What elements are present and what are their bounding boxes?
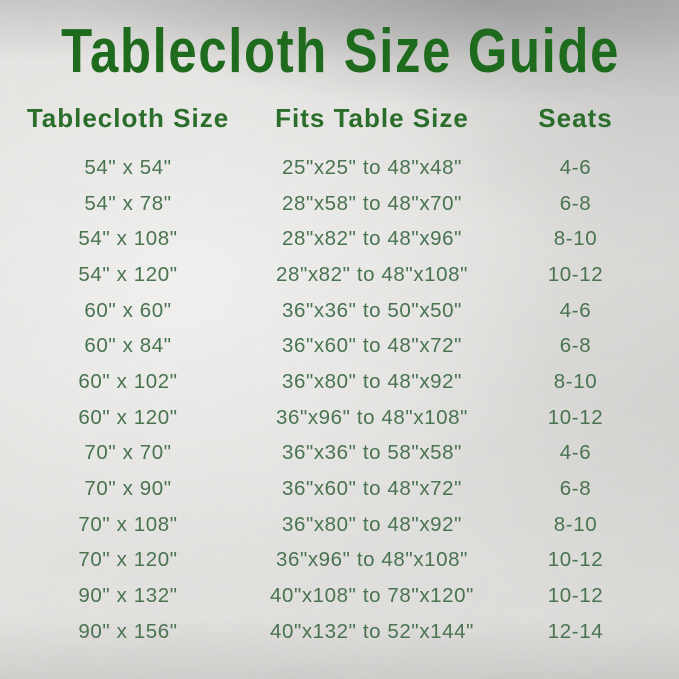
tablecloth-size-cell: 60" x 102" bbox=[78, 369, 178, 393]
size-table: Tablecloth Size Fits Table Size Seats 54… bbox=[0, 100, 679, 650]
seats-cell: 8-10 bbox=[553, 512, 598, 536]
table-row: 54" x 78" 28"x58" to 48"x70" 6-8 bbox=[0, 186, 679, 222]
table-body: 54" x 54" 25"x25" to 48"x48" 4-6 54" x 7… bbox=[0, 150, 679, 650]
fits-table-size-cell: 40"x132" to 52"x144" bbox=[269, 619, 475, 643]
seats-cell: 12-14 bbox=[547, 619, 604, 643]
column-header-seats: Seats bbox=[538, 102, 613, 133]
tablecloth-size-cell: 90" x 132" bbox=[78, 584, 178, 608]
fits-table-size-cell: 36"x60" to 48"x72" bbox=[281, 334, 463, 358]
table-row: 90" x 132" 40"x108" to 78"x120" 10-12 bbox=[0, 578, 679, 614]
table-row: 70" x 70" 36"x36" to 58"x58" 4-6 bbox=[0, 436, 679, 472]
seats-cell: 8-10 bbox=[553, 227, 598, 251]
tablecloth-size-cell: 54" x 78" bbox=[84, 191, 172, 215]
seats-cell: 4-6 bbox=[559, 298, 592, 322]
table-row: 60" x 60" 36"x36" to 50"x50" 4-6 bbox=[0, 293, 679, 329]
tablecloth-size-cell: 70" x 108" bbox=[78, 512, 178, 536]
fits-table-size-cell: 36"x80" to 48"x92" bbox=[281, 512, 463, 536]
tablecloth-size-cell: 90" x 156" bbox=[78, 619, 178, 643]
seats-cell: 8-10 bbox=[553, 369, 598, 393]
tablecloth-size-cell: 60" x 84" bbox=[84, 334, 172, 358]
table-row: 70" x 108" 36"x80" to 48"x92" 8-10 bbox=[0, 507, 679, 543]
column-header-tablecloth-size: Tablecloth Size bbox=[26, 102, 230, 133]
seats-cell: 4-6 bbox=[559, 441, 592, 465]
table-row: 60" x 120" 36"x96" to 48"x108" 10-12 bbox=[0, 400, 679, 436]
column-header-fits-table-size: Fits Table Size bbox=[275, 102, 469, 133]
fits-table-size-cell: 28"x82" to 48"x108" bbox=[275, 262, 469, 286]
table-row: 54" x 108" 28"x82" to 48"x96" 8-10 bbox=[0, 221, 679, 257]
seats-cell: 10-12 bbox=[547, 584, 604, 608]
tablecloth-size-cell: 54" x 108" bbox=[78, 227, 178, 251]
seats-cell: 10-12 bbox=[547, 262, 604, 286]
fits-table-size-cell: 36"x60" to 48"x72" bbox=[281, 477, 463, 501]
fits-table-size-cell: 40"x108" to 78"x120" bbox=[269, 584, 475, 608]
seats-cell: 6-8 bbox=[559, 477, 592, 501]
tablecloth-size-cell: 70" x 90" bbox=[84, 477, 172, 501]
seats-cell: 10-12 bbox=[547, 548, 604, 572]
fits-table-size-cell: 28"x58" to 48"x70" bbox=[281, 191, 463, 215]
table-row: 60" x 84" 36"x60" to 48"x72" 6-8 bbox=[0, 328, 679, 364]
fits-table-size-cell: 25"x25" to 48"x48" bbox=[281, 155, 463, 179]
seats-cell: 6-8 bbox=[559, 334, 592, 358]
table-row: 60" x 102" 36"x80" to 48"x92" 8-10 bbox=[0, 364, 679, 400]
tablecloth-size-cell: 60" x 120" bbox=[78, 405, 178, 429]
table-header-row: Tablecloth Size Fits Table Size Seats bbox=[0, 100, 679, 136]
table-row: 54" x 54" 25"x25" to 48"x48" 4-6 bbox=[0, 150, 679, 186]
table-row: 90" x 156" 40"x132" to 52"x144" 12-14 bbox=[0, 614, 679, 650]
fits-table-size-cell: 36"x80" to 48"x92" bbox=[281, 369, 463, 393]
tablecloth-size-cell: 54" x 54" bbox=[84, 155, 172, 179]
tablecloth-size-cell: 54" x 120" bbox=[78, 262, 178, 286]
table-row: 70" x 120" 36"x96" to 48"x108" 10-12 bbox=[0, 543, 679, 579]
fits-table-size-cell: 36"x96" to 48"x108" bbox=[275, 548, 469, 572]
tablecloth-size-cell: 70" x 120" bbox=[78, 548, 178, 572]
fits-table-size-cell: 36"x36" to 50"x50" bbox=[281, 298, 463, 322]
size-guide-content: Tablecloth Size Guide Tablecloth Size Fi… bbox=[0, 20, 679, 650]
seats-cell: 6-8 bbox=[559, 191, 592, 215]
fits-table-size-cell: 36"x96" to 48"x108" bbox=[275, 405, 469, 429]
seats-cell: 10-12 bbox=[547, 405, 604, 429]
table-row: 70" x 90" 36"x60" to 48"x72" 6-8 bbox=[0, 471, 679, 507]
fits-table-size-cell: 36"x36" to 58"x58" bbox=[281, 441, 463, 465]
table-row: 54" x 120" 28"x82" to 48"x108" 10-12 bbox=[0, 257, 679, 293]
fits-table-size-cell: 28"x82" to 48"x96" bbox=[281, 227, 463, 251]
seats-cell: 4-6 bbox=[559, 155, 592, 179]
tablecloth-size-cell: 60" x 60" bbox=[84, 298, 172, 322]
tablecloth-size-cell: 70" x 70" bbox=[84, 441, 172, 465]
page-title: Tablecloth Size Guide bbox=[61, 17, 621, 86]
